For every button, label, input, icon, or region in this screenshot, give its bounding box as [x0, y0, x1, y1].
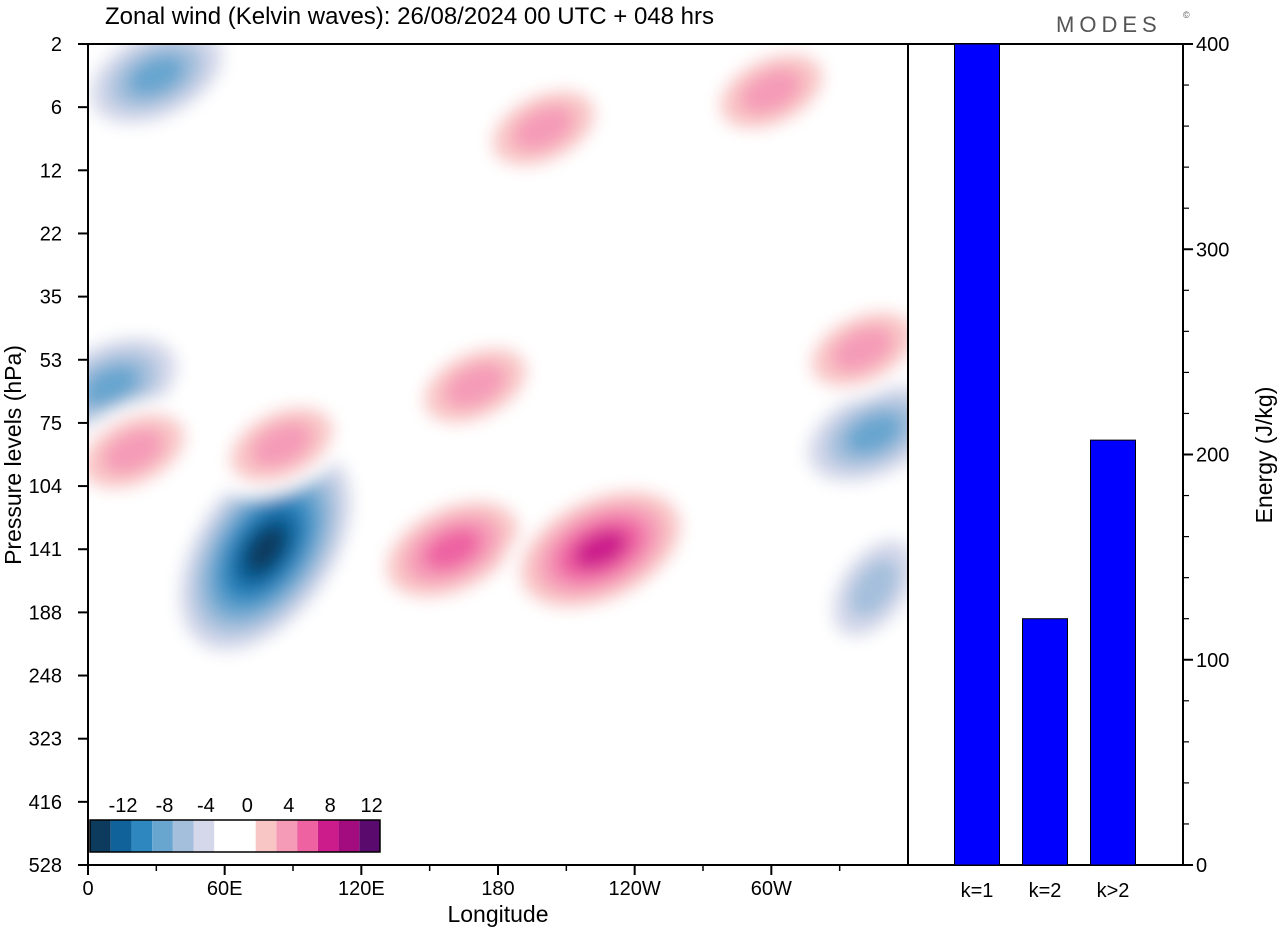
wind-contours	[88, 44, 908, 668]
bar-category-label: k=2	[1029, 880, 1062, 902]
modes-logo: MODES	[1056, 12, 1162, 37]
wind-contour	[444, 362, 507, 409]
colorbar-label: -12	[109, 795, 138, 817]
colorbar-swatch	[359, 820, 380, 852]
pressure-ticks: 2 6 12 22 35 53 75 104 141 188 248 323 416 528	[29, 34, 88, 877]
x-tick-label: 60W	[751, 878, 792, 900]
y-tick-label: 141	[29, 539, 62, 561]
chart-title: Zonal wind (Kelvin waves): 26/08/2024 00…	[105, 3, 714, 30]
wind-contour	[848, 558, 899, 618]
y-tick-label: 22	[40, 223, 62, 245]
wind-contour	[88, 364, 140, 407]
colorbar-swatch	[255, 820, 277, 852]
wind-contour	[845, 413, 903, 455]
colorbar-label: 8	[325, 795, 336, 817]
colorbar-swatch	[276, 820, 298, 852]
energy-bar	[1022, 618, 1068, 866]
y-tick-label: 104	[29, 476, 62, 498]
y-tick-label: 248	[29, 666, 62, 688]
energy-tick-label: 300	[1196, 239, 1229, 261]
colorbar-swatch	[172, 820, 194, 852]
y-tick-label: 528	[29, 855, 62, 877]
x-tick-label: 120E	[338, 878, 385, 900]
wind-contour	[250, 422, 313, 468]
wavenumber-ticks: k=1 k=2 k>2	[961, 880, 1130, 902]
x-tick-label: 60E	[207, 878, 243, 900]
logo-mark: ©	[1183, 10, 1190, 20]
colorbar-label: -4	[197, 795, 215, 817]
y-tick-label: 323	[29, 729, 62, 751]
wind-contour	[831, 326, 894, 372]
wind-contour	[573, 529, 628, 569]
x-tick-label: 0	[82, 878, 93, 900]
wind-contour	[512, 105, 575, 151]
wind-contour	[740, 68, 803, 115]
energy-axis-label: Energy (J/kg)	[1251, 387, 1277, 524]
y-tick-label: 75	[40, 413, 62, 435]
colorbar-swatch	[110, 820, 132, 852]
energy-bar-panel: 0 100 200 300 400 k=1 k=2 k>2 Energy (J/kg)	[907, 34, 1277, 902]
colorbar-label: 12	[361, 795, 383, 817]
colorbar-label: 4	[283, 795, 294, 817]
colorbar-swatch	[297, 820, 318, 852]
colorbar-swatch	[193, 820, 215, 852]
longitude-ticks: 0 60E 120E 180 120W 60W	[82, 865, 841, 900]
wind-contour	[423, 528, 481, 570]
energy-bars	[954, 43, 1136, 866]
colorbar-swatch	[235, 820, 256, 852]
colorbar-label: -8	[156, 795, 174, 817]
y-tick-label: 35	[40, 287, 62, 309]
energy-tick-label: 200	[1196, 445, 1229, 467]
x-axis-label: Longitude	[447, 901, 548, 927]
colorbar-label: 0	[242, 795, 253, 817]
colorbar-swatch	[131, 820, 153, 852]
y-tick-label: 2	[51, 34, 62, 56]
y-tick-label: 188	[29, 602, 62, 624]
y-tick-label: 416	[29, 792, 62, 814]
bar-category-label: k=1	[961, 880, 994, 902]
y-tick-label: 12	[40, 160, 62, 182]
energy-tick-label: 100	[1196, 650, 1229, 672]
x-tick-label: 120W	[609, 878, 661, 900]
energy-tick-label: 400	[1196, 34, 1229, 56]
wind-contour	[127, 54, 185, 97]
energy-tick-label: 0	[1196, 855, 1207, 877]
energy-ticks: 0 100 200 300 400	[1183, 34, 1229, 877]
y-axis-label: Pressure levels (hPa)	[0, 345, 26, 565]
energy-bar	[954, 43, 1000, 866]
heatmap-panel: 0 60E 120E 180 120W 60W 2 6 12 22 35 53 75 104 141 188…	[0, 34, 909, 927]
colorbar-swatch	[152, 820, 173, 852]
colorbar-swatch	[317, 820, 339, 852]
energy-bar	[1090, 439, 1136, 866]
y-tick-label: 6	[51, 97, 62, 119]
y-tick-label: 53	[40, 350, 62, 372]
x-tick-label: 180	[481, 878, 514, 900]
wind-contour	[102, 428, 165, 474]
bar-category-label: k>2	[1097, 880, 1130, 902]
colorbar-swatch	[90, 820, 111, 852]
colorbar-legend: -12 -8 -4 0 4 8 12	[89, 795, 383, 853]
colorbar-swatch	[338, 820, 360, 852]
wind-contour	[245, 525, 286, 573]
colorbar-swatch	[214, 820, 235, 852]
